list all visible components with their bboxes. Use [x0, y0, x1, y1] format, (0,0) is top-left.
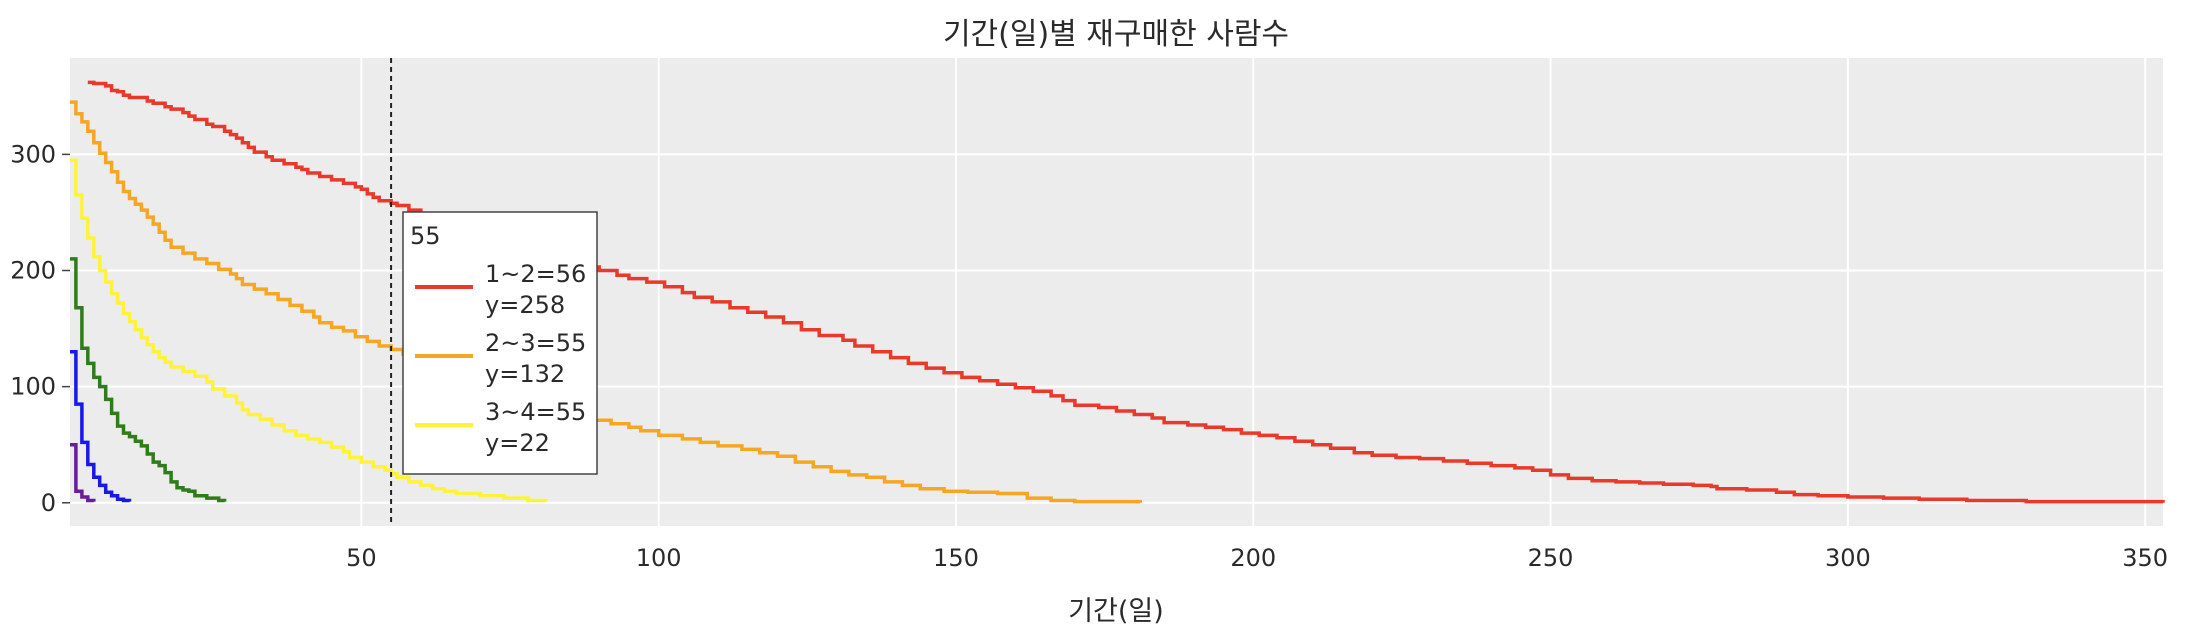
series-line-4 [70, 257, 227, 503]
hover-box [402, 211, 598, 475]
series-line-5 [70, 350, 132, 503]
series-line-1 [87, 80, 2165, 504]
hover-entry-label: 3~4=55 [485, 398, 586, 426]
hover-entry-label: 1~2=56 [485, 260, 586, 288]
series-line-3 [70, 158, 548, 503]
x-tick-label: 300 [1825, 544, 1871, 572]
hover-entry-label: 2~3=55 [485, 329, 586, 357]
hover-header: 55 [410, 222, 441, 250]
x-tick-label: 200 [1230, 544, 1276, 572]
x-tick-label: 250 [1528, 544, 1574, 572]
y-tick-label: 100 [10, 373, 56, 401]
y-tick-label: 0 [41, 489, 56, 517]
hover-entry-value: y=132 [485, 360, 565, 388]
y-tick-label: 200 [10, 257, 56, 285]
hover-entry-value: y=22 [485, 429, 550, 457]
x-axis: 50 100 150 200 250 300 350 [346, 544, 2168, 572]
hover-entry-value: y=258 [485, 291, 565, 319]
hover-tooltip: 55 1~2=56 y=258 2~3=55 y=132 3~4=55 y=22 [390, 58, 598, 526]
y-tick-label: 300 [10, 140, 56, 168]
y-axis: 0 100 200 300 [10, 140, 70, 517]
x-tick-label: 50 [346, 544, 377, 572]
x-tick-label: 100 [636, 544, 682, 572]
series-line-6 [70, 442, 96, 503]
chart-title: 기간(일)별 재구매한 사람수 [943, 17, 1289, 52]
x-tick-label: 150 [933, 544, 979, 572]
x-tick-label: 350 [2122, 544, 2168, 572]
x-axis-title: 기간(일) [1068, 596, 1164, 627]
plot-background [70, 58, 2163, 526]
